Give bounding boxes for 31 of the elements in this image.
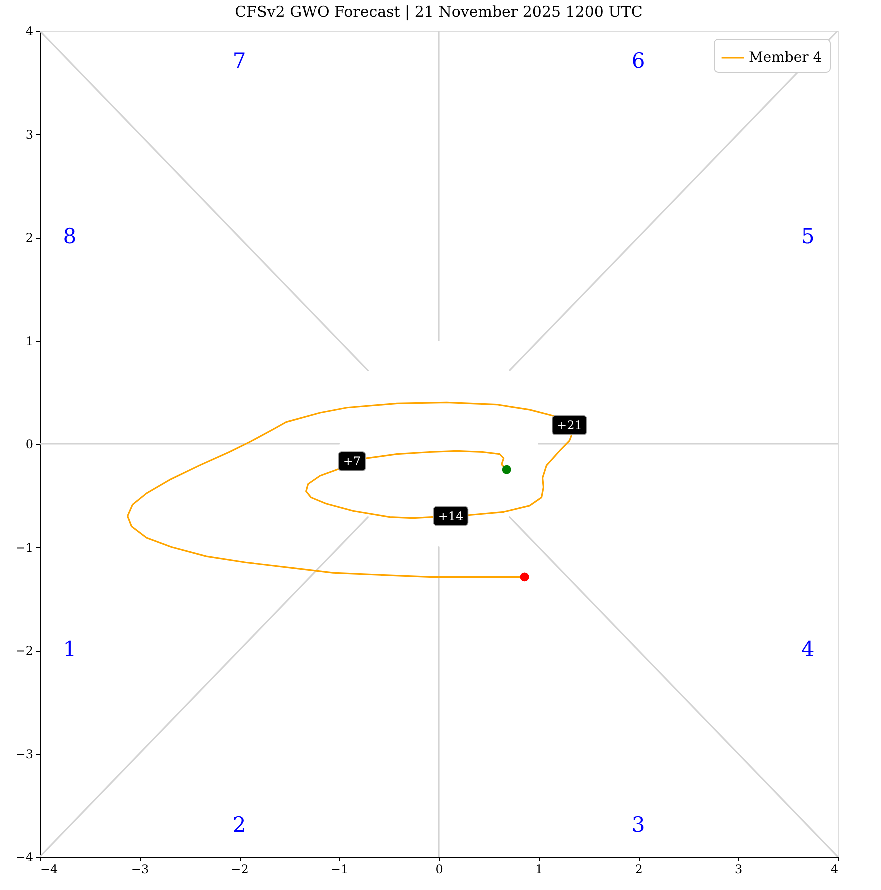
x-tick-label: 3 bbox=[734, 862, 743, 876]
annotation: 1 bbox=[63, 638, 77, 662]
annotation: 3 bbox=[632, 813, 646, 838]
x-tick-label: 4 bbox=[830, 862, 839, 876]
y-tick-label: 1 bbox=[26, 334, 34, 348]
x-tick-label: −2 bbox=[231, 862, 249, 876]
legend-label: Member 4 bbox=[749, 50, 822, 66]
chart-title: CFSv2 GWO Forecast | 21 November 2025 1200 UTC bbox=[235, 3, 643, 21]
annotation: 4 bbox=[801, 638, 815, 662]
y-tick-label: −2 bbox=[16, 644, 34, 658]
annotation: 7 bbox=[232, 48, 246, 73]
point bbox=[502, 465, 512, 474]
y-tick-label: 4 bbox=[26, 24, 34, 38]
y-tick-label: −3 bbox=[16, 747, 34, 762]
annotation: 6 bbox=[632, 48, 646, 73]
y-tick-label: 2 bbox=[26, 231, 34, 245]
y-tick-label: 3 bbox=[26, 128, 34, 142]
x-tick-label: 0 bbox=[436, 862, 444, 876]
x-tick-label: 2 bbox=[635, 862, 643, 876]
x-tick-label: −1 bbox=[330, 862, 349, 876]
x-tick-label: 1 bbox=[535, 862, 544, 876]
x-tick-label: −4 bbox=[40, 862, 59, 876]
annotation: +21 bbox=[557, 418, 582, 432]
y-tick-label: −1 bbox=[16, 540, 34, 555]
annotation: 8 bbox=[63, 224, 77, 248]
annotation: 2 bbox=[232, 813, 246, 838]
y-tick-label: −4 bbox=[16, 850, 34, 864]
annotation: 5 bbox=[801, 224, 815, 248]
y-tick-label: 0 bbox=[26, 438, 34, 452]
point bbox=[520, 572, 530, 582]
x-tick-label: −3 bbox=[131, 862, 150, 876]
